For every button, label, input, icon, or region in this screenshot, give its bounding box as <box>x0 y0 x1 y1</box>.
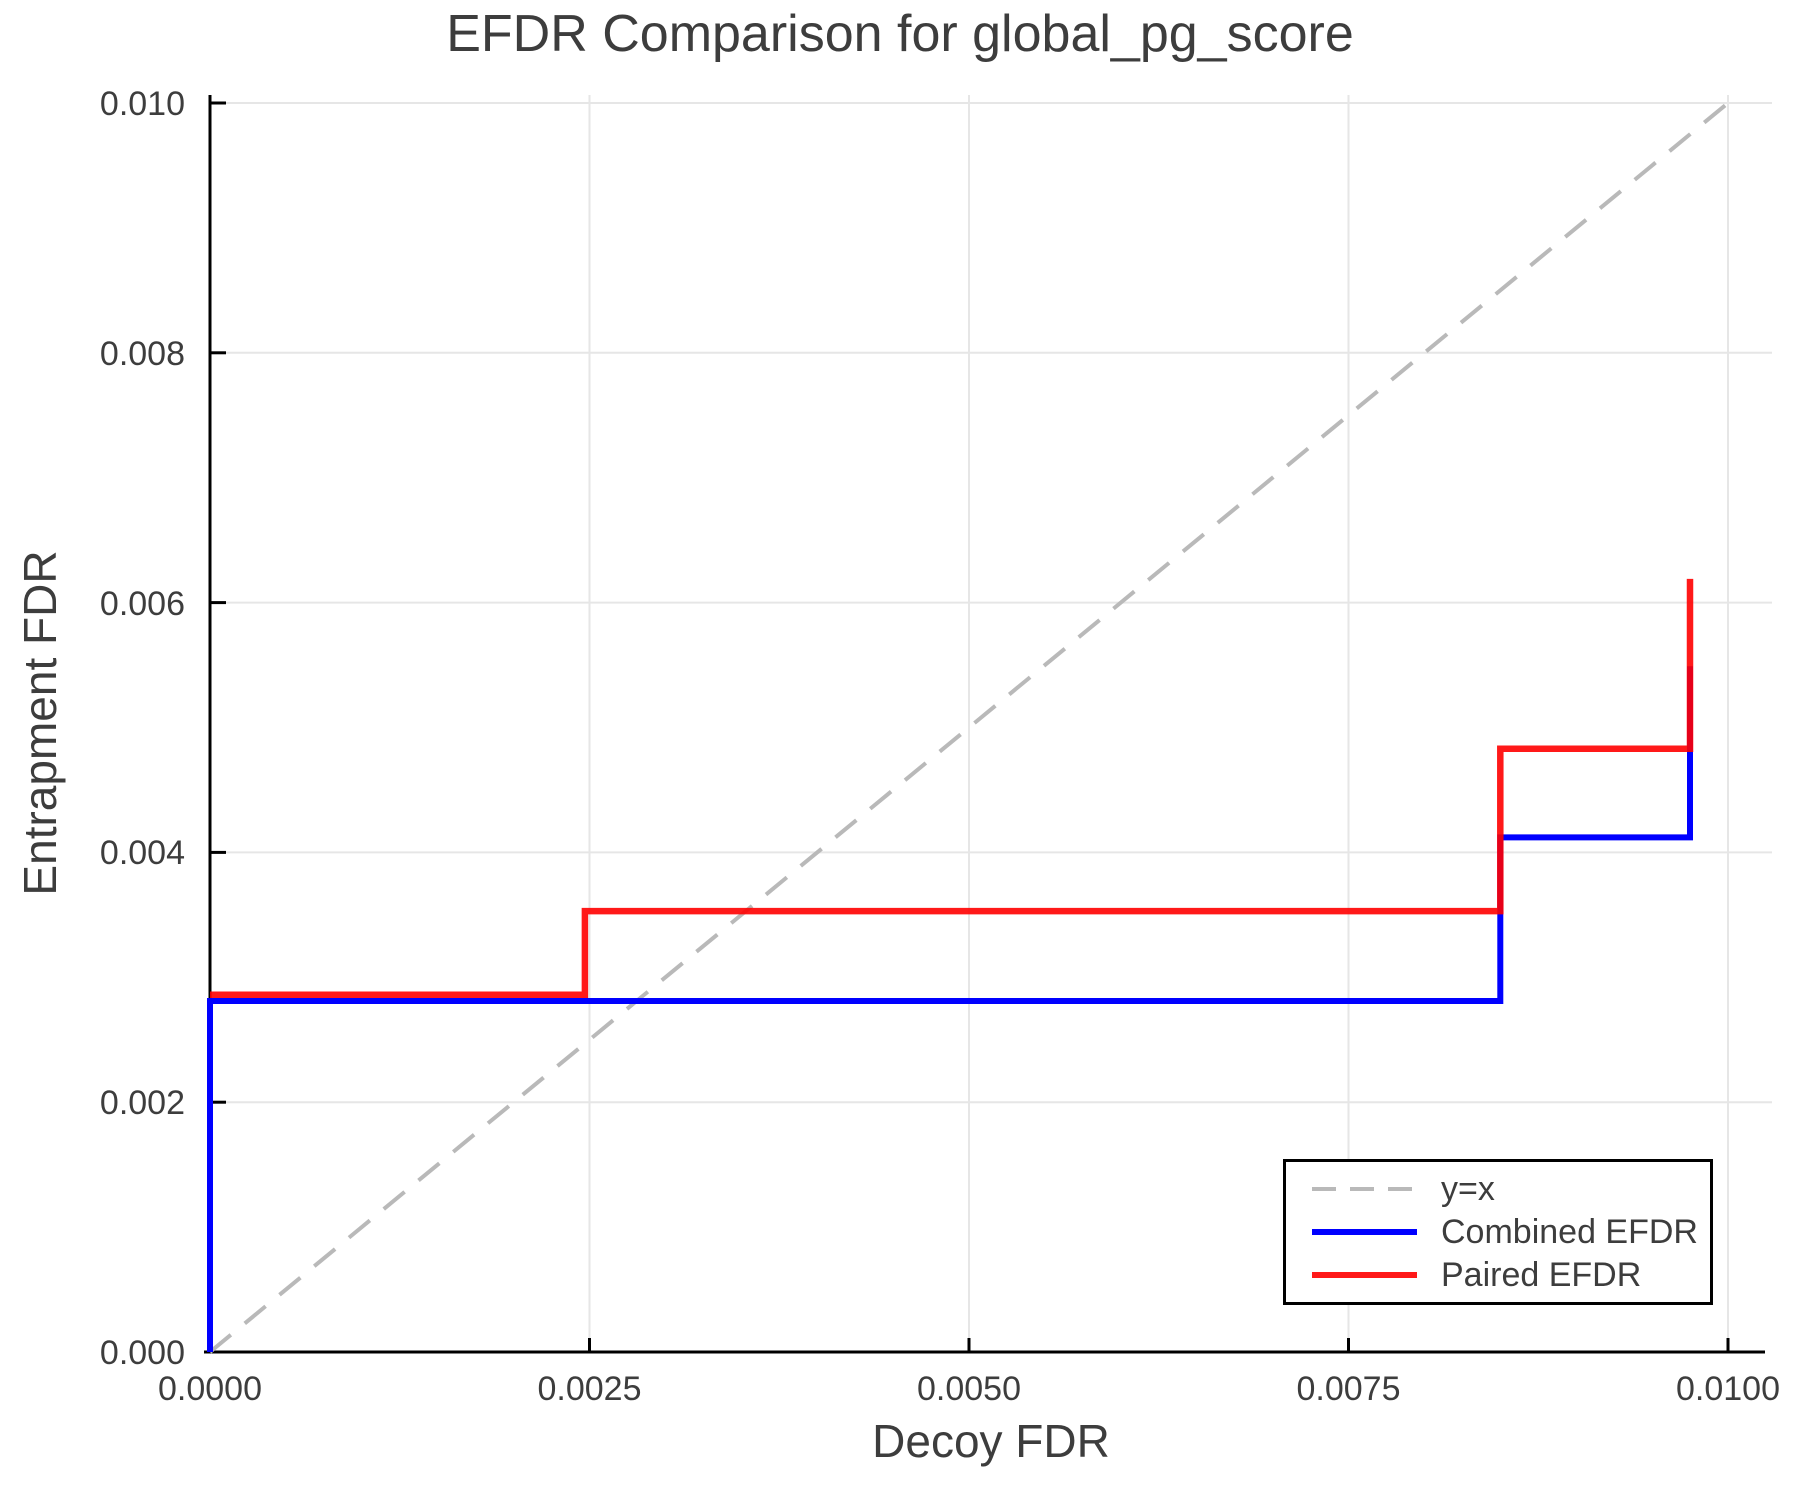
series-y-x-line <box>208 101 1730 1354</box>
x-tick-label: 0.0100 <box>1676 1370 1780 1408</box>
x-tick-label: 0.0050 <box>917 1370 1021 1408</box>
legend-item: Paired EFDR <box>1312 1255 1710 1295</box>
series-combined-efdr-line <box>207 666 1693 1352</box>
legend-item: y=x <box>1312 1169 1710 1209</box>
x-tick-label: 0.0025 <box>537 1370 642 1408</box>
x-axis-label: Decoy FDR <box>872 1415 1110 1467</box>
y-tick-label: 0.006 <box>99 584 185 623</box>
y-axis-label-text: Entrapment FDR <box>14 550 66 896</box>
series-paired-efdr-line <box>210 578 1694 999</box>
y-tick-label: 0.002 <box>99 1084 185 1123</box>
legend-solid-line-sample <box>1312 1228 1417 1235</box>
legend: y=x Combined EFDR Paired EFDR <box>1283 1159 1713 1305</box>
legend-label: Combined EFDR <box>1441 1212 1698 1251</box>
x-tick-label: 0.0000 <box>158 1370 262 1408</box>
legend-label: Paired EFDR <box>1441 1255 1642 1294</box>
y-tick-label: 0.004 <box>99 834 185 873</box>
legend-solid-line-sample <box>1312 1271 1417 1278</box>
y-tick-label: 0.008 <box>99 334 185 373</box>
chart-title: EFDR Comparison for global_pg_score <box>446 5 1354 63</box>
legend-dashed-line-sample <box>1312 1187 1417 1192</box>
y-tick-label: 0.000 <box>99 1334 185 1372</box>
legend-item: Combined EFDR <box>1312 1212 1710 1252</box>
legend-label: y=x <box>1441 1170 1495 1209</box>
y-tick-label: 0.010 <box>99 85 185 123</box>
x-tick-label: 0.0075 <box>1296 1370 1401 1408</box>
